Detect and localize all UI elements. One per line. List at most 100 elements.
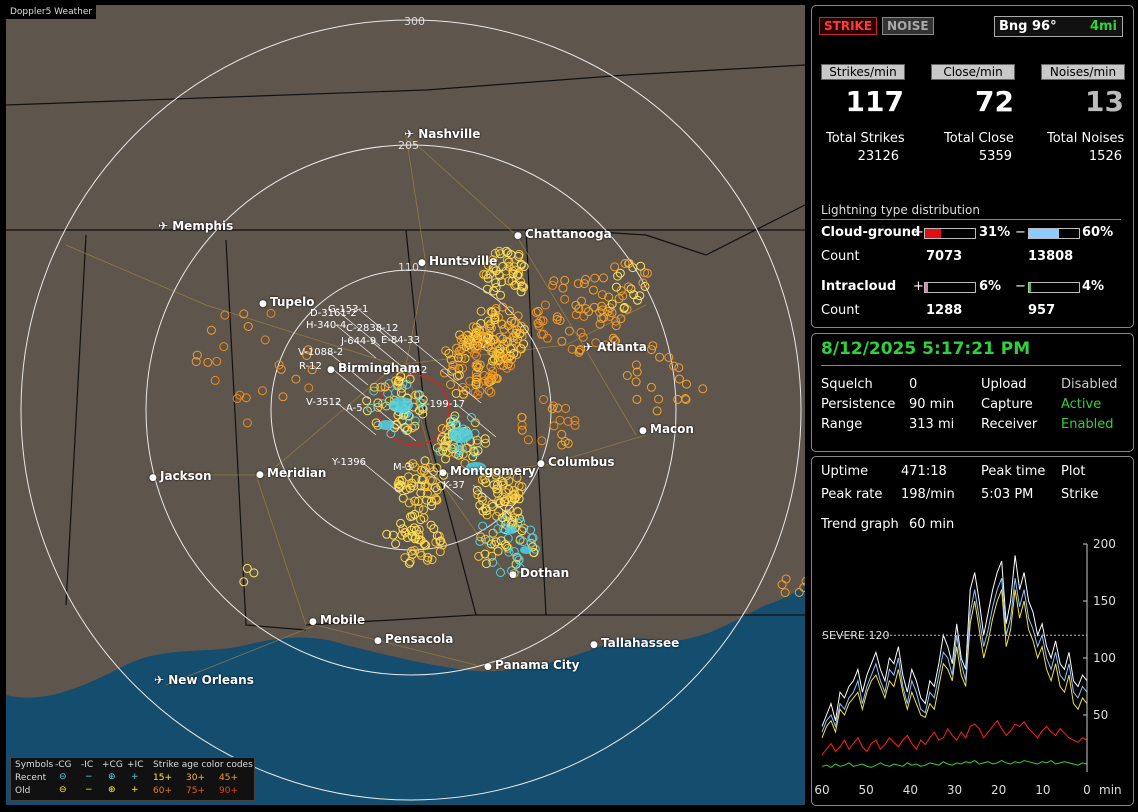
strike-marker <box>574 347 584 357</box>
strike-marker <box>400 422 410 432</box>
airport-icon: ✈ <box>583 340 598 354</box>
strike-marker <box>454 349 464 359</box>
strike-marker <box>479 269 489 279</box>
strike-marker <box>488 528 498 538</box>
city-label: ● Panama City <box>484 658 579 672</box>
range-value[interactable]: 313 mi <box>909 417 955 432</box>
strike-marker <box>439 442 449 452</box>
strike-marker <box>624 258 634 268</box>
strike-marker <box>605 311 615 321</box>
strike-marker <box>573 279 583 289</box>
strike-marker <box>411 390 421 400</box>
city-dot-icon: ● <box>256 470 267 480</box>
strike-marker <box>191 357 201 367</box>
strike-marker <box>242 563 252 573</box>
strike-mode-button[interactable]: STRIKE <box>819 17 878 35</box>
strike-marker <box>471 351 481 361</box>
storm-track-line <box>335 401 377 436</box>
strike-marker <box>501 471 511 481</box>
city-dot-icon: ● <box>439 468 450 478</box>
strike-marker <box>595 319 605 329</box>
persistence-label: Persistence <box>821 397 896 412</box>
city-name: Mobile <box>320 613 366 627</box>
legend-age-15: 15+ <box>153 773 172 783</box>
strike-marker <box>192 350 202 360</box>
cg-negative-bar <box>1028 228 1080 239</box>
strike-marker <box>400 527 410 537</box>
strike-marker <box>373 402 383 412</box>
strike-marker <box>488 356 498 366</box>
storm-track-line <box>375 327 417 362</box>
receiver-label: Receiver <box>981 417 1038 432</box>
strike-marker <box>519 262 529 271</box>
strike-marker <box>540 300 550 310</box>
strike-marker <box>414 524 424 534</box>
strike-marker <box>483 333 493 343</box>
strike-marker <box>499 497 509 506</box>
cg-positive-bar <box>924 228 976 239</box>
strike-marker <box>498 302 508 312</box>
strike-marker <box>453 353 463 363</box>
storm-track-line <box>339 312 381 347</box>
strike-marker <box>664 352 674 362</box>
strike-marker <box>446 417 456 427</box>
strike-marker <box>219 342 229 352</box>
strike-marker <box>489 354 499 364</box>
strike-marker <box>388 530 398 540</box>
x-tick-label: 0 <box>1083 783 1091 797</box>
peak-time-label: Peak time <box>981 464 1046 479</box>
strike-marker <box>460 354 470 363</box>
strike-marker <box>604 292 614 302</box>
noise-mode-button[interactable]: NOISE <box>882 17 934 35</box>
strike-marker <box>516 321 526 331</box>
strike-marker <box>481 438 491 448</box>
range-label-110: 110 <box>398 261 419 274</box>
persistence-value[interactable]: 90 min <box>909 397 955 412</box>
strike-marker <box>504 306 514 316</box>
lightning-map[interactable]: D-3161-2 G-153-1 H-340-4 C-2838-12 J-644-9 E-… <box>6 5 805 805</box>
strike-marker <box>486 539 496 549</box>
capture-value[interactable]: Active <box>1061 397 1102 412</box>
uptime-value: 471:18 <box>901 464 947 479</box>
strike-marker <box>448 365 458 374</box>
city-label: ● Huntsville <box>418 254 497 268</box>
strike-marker <box>480 376 490 386</box>
strike-marker <box>488 348 498 358</box>
city-name: Nashville <box>418 127 481 141</box>
strike-marker <box>516 287 526 297</box>
plot-value[interactable]: Strike <box>1061 487 1099 502</box>
strike-marker <box>441 454 450 464</box>
strike-marker <box>432 495 442 505</box>
strike-marker <box>427 501 436 511</box>
city-name: Columbus <box>548 455 615 469</box>
trend-series-2 <box>821 578 1088 733</box>
receiver-value[interactable]: Enabled <box>1061 417 1114 432</box>
strike-marker <box>415 548 425 558</box>
strike-marker <box>472 344 482 354</box>
strike-marker <box>510 281 520 290</box>
ic-positive-sign: + <box>913 279 924 294</box>
upload-value[interactable]: Disabled <box>1061 377 1118 392</box>
strike-marker <box>581 304 591 314</box>
trend-graph-value[interactable]: 60 min <box>909 517 955 532</box>
strike-marker <box>632 394 642 404</box>
strike-marker <box>780 588 790 598</box>
squelch-value[interactable]: 0 <box>909 377 918 392</box>
strike-marker <box>435 547 445 557</box>
strike-marker <box>472 374 482 384</box>
strike-marker <box>432 443 442 453</box>
cg-positive-sign: + <box>913 225 924 240</box>
strike-marker <box>417 475 427 485</box>
strike-marker <box>366 403 376 413</box>
strike-marker <box>485 375 495 385</box>
strike-marker <box>629 290 639 300</box>
strike-marker <box>457 344 466 354</box>
city-label: ● Pensacola <box>374 632 453 646</box>
strike-marker <box>404 411 414 421</box>
ic-negative-bar <box>1028 282 1080 293</box>
city-name: Pensacola <box>385 632 454 646</box>
city-name: New Orleans <box>168 673 254 687</box>
strike-marker <box>480 549 490 559</box>
strike-marker <box>513 311 523 321</box>
